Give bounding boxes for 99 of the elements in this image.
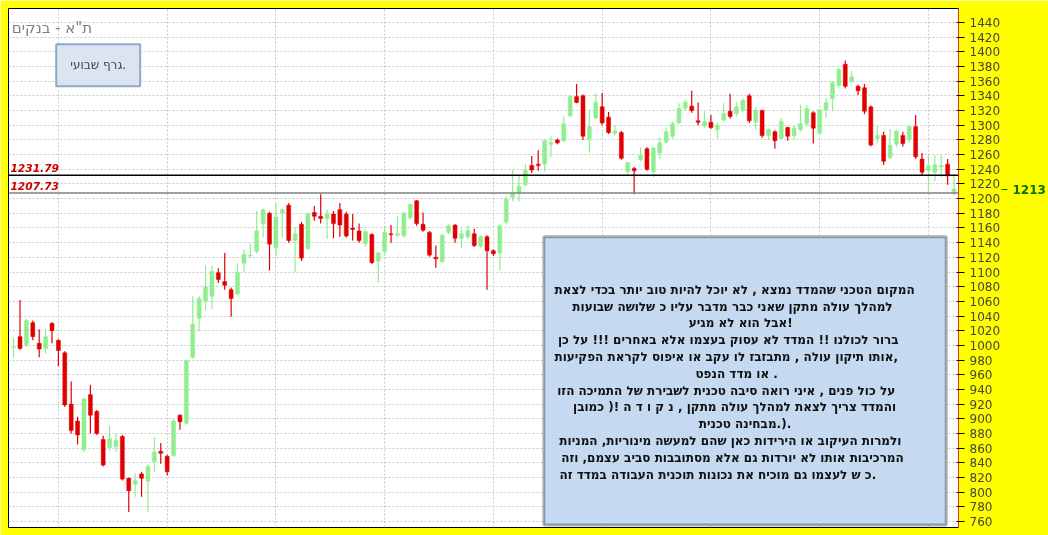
y-tick-label: 1100 — [969, 265, 1001, 280]
y-tick-label: 1420 — [969, 30, 1001, 45]
y-tick-label: 1200 — [969, 192, 1001, 207]
candlestick — [164, 454, 170, 476]
candlestick — [612, 124, 618, 137]
y-tick-label: 800 — [969, 485, 993, 500]
candlestick — [158, 442, 163, 465]
candlestick — [427, 230, 432, 258]
ref-line-label: 1207.73 — [10, 179, 59, 193]
y-tick-label: 920 — [969, 397, 993, 412]
candlestick — [49, 321, 55, 344]
y-tick-label: 1080 — [969, 280, 1001, 295]
y-tick-label: 1440 — [969, 15, 1001, 30]
candlestick — [753, 106, 758, 131]
text: ת"א - בנקים — [11, 19, 93, 38]
candlestick — [139, 471, 144, 498]
y-tick-label: 1260 — [969, 148, 1001, 163]
y-tick-label: 760 — [969, 515, 993, 530]
y-tick-label: 900 — [969, 412, 993, 427]
candlestick — [721, 102, 726, 123]
candlestick — [132, 472, 138, 498]
candlestick — [535, 149, 541, 172]
candlestick — [631, 166, 637, 195]
candlestick — [43, 328, 48, 355]
candlestick — [56, 338, 61, 367]
candlestick — [152, 436, 157, 473]
candlestick — [254, 210, 259, 255]
candlestick — [452, 223, 458, 244]
y-tick-label: 1240 — [969, 162, 1001, 177]
candlestick — [36, 328, 42, 358]
y-tick-label: 1180 — [969, 206, 1001, 221]
y-tick-label: 1020 — [969, 324, 1001, 339]
candlestick — [887, 128, 893, 160]
candlestick — [567, 94, 573, 118]
candlestick — [433, 245, 439, 269]
y-tick-label: 1120 — [969, 250, 1001, 265]
y-tick-label: 1040 — [969, 309, 1001, 324]
y-tick-label: 780 — [969, 500, 993, 515]
candlestick — [503, 195, 509, 225]
candlestick — [420, 211, 426, 233]
candlestick — [471, 228, 477, 248]
candlestick — [727, 93, 733, 120]
y-tick-label: 940 — [969, 382, 993, 397]
candlestick — [938, 154, 944, 178]
ref-line-label: 1231.79 — [10, 162, 59, 176]
candlestick — [388, 224, 394, 244]
candlestick — [11, 337, 16, 358]
candlestick — [708, 114, 714, 130]
candlestick — [561, 115, 567, 143]
candlestick — [292, 226, 298, 273]
y-tick-label: 1140 — [969, 236, 1001, 251]
text: 1213 — [1012, 182, 1046, 197]
candlestick — [811, 110, 816, 145]
candlestick — [695, 101, 701, 126]
candlestick — [510, 169, 515, 203]
candlestick — [376, 250, 381, 284]
candlestick — [593, 92, 599, 120]
y-tick-label: 1300 — [969, 118, 1001, 133]
y-tick-label: 1060 — [969, 294, 1001, 309]
candlestick — [779, 117, 784, 141]
annotation: גרף שבועי. — [70, 58, 127, 73]
candlestick — [280, 207, 285, 239]
candlestick — [30, 319, 36, 341]
y-tick-label: 880 — [969, 427, 993, 442]
y-tick-label: 1380 — [969, 59, 1001, 74]
candlestick — [145, 463, 151, 513]
candlestick — [414, 199, 419, 227]
y-tick-label: 1160 — [969, 221, 1001, 236]
candlestick — [222, 252, 227, 291]
candlestick — [17, 299, 23, 351]
y-tick-label: 820 — [969, 471, 993, 486]
y-tick-label: 1340 — [969, 89, 1001, 104]
candlestick — [945, 158, 950, 186]
y-tick-label: 1400 — [969, 45, 1001, 60]
candlestick — [587, 109, 592, 153]
y-tick-label: 1360 — [969, 74, 1001, 89]
y-tick-label: 960 — [969, 368, 993, 383]
candlestick — [689, 90, 694, 114]
candlestick — [516, 174, 522, 203]
candlestick — [324, 209, 330, 240]
y-tick-label: 1320 — [969, 104, 1001, 119]
candlestick — [843, 60, 848, 90]
y-tick-label: 840 — [969, 456, 993, 471]
candlestick — [919, 152, 925, 177]
candlestick — [382, 225, 387, 256]
y-tick-label: 860 — [969, 441, 993, 456]
candlestick — [235, 262, 240, 297]
candlestick — [177, 413, 183, 431]
candlestick — [951, 175, 957, 197]
candlestick — [260, 207, 266, 239]
candlestick — [228, 286, 234, 318]
y-tick-label: 1220 — [969, 177, 1001, 192]
y-tick-label: 980 — [969, 353, 993, 368]
y-tick-label: 1280 — [969, 133, 1001, 148]
candlestick — [356, 222, 362, 244]
y-tick-label: 1000 — [969, 338, 1001, 353]
candlestick — [772, 129, 778, 150]
text: המקום הטכני שהמדד נמצא , לא יוכל להיות טוב יותר בכדי לצאת למהלך עולה מתקן שאני כבר מדבר עליו כ שלושה שבועות אבל הוא לא מגיע! ברור לכולנו !! המדד לא עסוק בעצמו אלא באחרים !!! על כן אותו תיקון עולה , מתבזבז לו עקב או איפוס לקראת הפקיעות, או מדד הנפט . על כול פנים , איני רואה סיבה טכנית לשבירת של התמיכה הזו והמדד צריך לצאת למהלך עולה מתקן , נ ק ו ד ה !( כמובן מבחינה טכנית.). ולמרות העיקוב או הירידות כאן שהם למעשה מינוריות, המניות המרכיבות אותו לא יורדות גם אלא מסתובבות סביב עצמם, וזה כ ש לעצמו גם מוכיח את נכונות תוכנית העבודה במדד זה. — [554, 282, 915, 482]
candlestick — [644, 146, 650, 172]
